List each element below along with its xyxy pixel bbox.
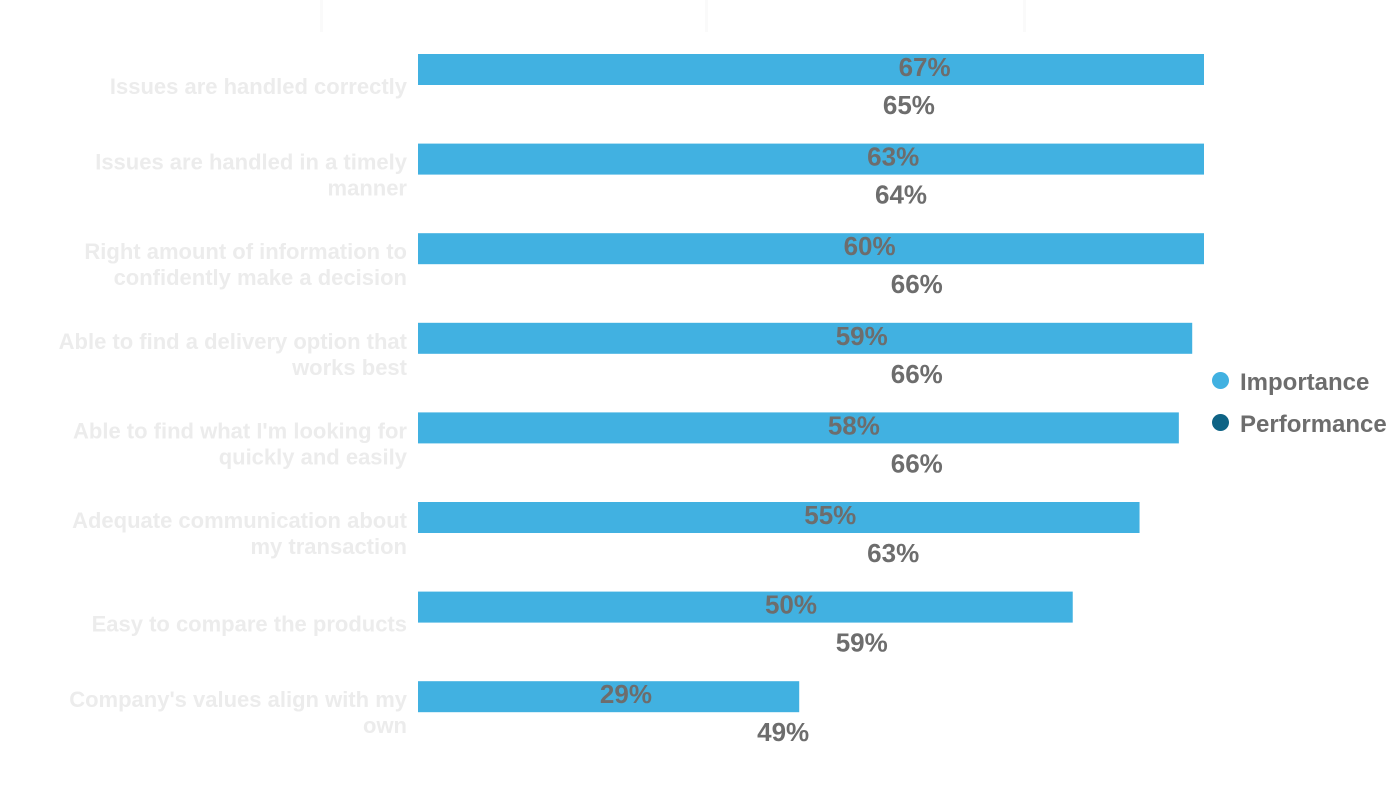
bar-importance-4 <box>418 322 1193 354</box>
bar-importance-8 <box>418 681 800 713</box>
top-frame-remnant <box>0 0 1390 32</box>
value-label-performance-1: 65% <box>883 90 935 120</box>
bar-importance-3 <box>418 233 1204 265</box>
value-label-importance-4: 59% <box>836 321 888 351</box>
category-label-7: Easy to compare the products <box>92 612 407 637</box>
value-label-performance-7: 59% <box>836 628 888 658</box>
bar-importance-6 <box>418 502 1140 533</box>
value-label-importance-5: 58% <box>828 410 880 440</box>
category-label-5: Able to find what I'm looking for quickly… <box>73 418 408 469</box>
category-label-2: Issues are handled in a timely manner <box>95 150 408 201</box>
value-label-performance-6: 63% <box>867 538 919 568</box>
category-label-8: Company's values align with my own <box>69 687 408 738</box>
value-label-performance-4: 66% <box>891 359 943 389</box>
category-label-3: Right amount of information to confidentl… <box>84 239 407 290</box>
value-label-performance-8: 49% <box>757 717 809 747</box>
category-label-6: Adequate communication about my transacti… <box>72 508 408 559</box>
legend-label-performance: Performance <box>1240 411 1387 438</box>
value-label-importance-8: 29% <box>600 679 652 709</box>
value-label-importance-7: 50% <box>765 590 817 620</box>
value-label-importance-3: 60% <box>844 231 896 261</box>
bar-importance-5 <box>418 412 1179 444</box>
value-label-performance-2: 64% <box>875 180 927 210</box>
bar-importance-7 <box>418 591 1073 623</box>
value-label-importance-2: 63% <box>867 142 919 172</box>
legend-swatch-performance <box>1212 413 1229 431</box>
value-label-importance-1: 67% <box>899 52 951 82</box>
category-label-4: Able to find a delivery option that works… <box>59 329 408 380</box>
value-label-performance-3: 66% <box>891 269 943 299</box>
legend-label-importance: Importance <box>1240 369 1370 396</box>
legend-swatch-importance <box>1212 371 1229 389</box>
value-label-importance-6: 55% <box>804 500 856 530</box>
bar-importance-2 <box>418 143 1204 175</box>
legend-item-performance: Performance <box>1212 404 1387 446</box>
legend: Importance Performance <box>1212 362 1387 446</box>
bar-importance-1 <box>418 54 1204 85</box>
value-label-performance-5: 66% <box>891 448 943 478</box>
legend-item-importance: Importance <box>1212 362 1387 404</box>
category-label-1: Issues are handled correctly <box>110 74 408 99</box>
